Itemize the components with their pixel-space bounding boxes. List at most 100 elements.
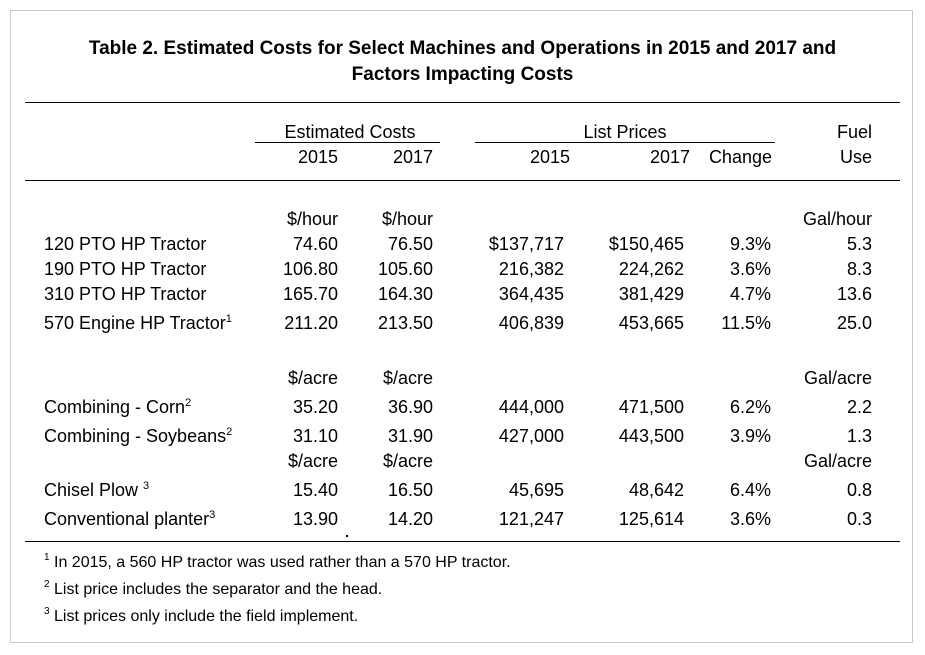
table-row: 190 PTO HP Tractor 106.80 105.60 216,382… xyxy=(0,258,925,280)
unit-combines-cost-2015: $/acre xyxy=(287,368,338,388)
unit-tillage-cost-2017: $/acre xyxy=(382,451,433,471)
cost-2017: 76.50 xyxy=(387,234,433,254)
rule-bottom xyxy=(25,541,900,542)
stray-dot xyxy=(346,535,348,537)
footnote-mark: 1 xyxy=(44,552,50,563)
price-2017: 453,665 xyxy=(618,313,684,333)
unit-tillage-cost-2015: $/acre xyxy=(287,451,338,471)
header-cost-2017: 2017 xyxy=(392,147,433,167)
table-row: Conventional planter3 13.90 14.20 121,24… xyxy=(0,508,925,530)
rule-top xyxy=(25,102,900,103)
row-name: Chisel Plow xyxy=(44,480,144,500)
fuel-use: 13.6 xyxy=(836,284,872,304)
price-2017: 471,500 xyxy=(618,397,684,417)
price-2017: 48,642 xyxy=(628,480,684,500)
row-name: 310 PTO HP Tractor xyxy=(44,284,207,304)
cost-2017: 36.90 xyxy=(387,397,433,417)
row-name: 570 Engine HP Tractor xyxy=(44,313,226,333)
unit-tractors-cost-2015: $/hour xyxy=(286,209,338,229)
table-row: Combining - Corn2 35.20 36.90 444,000 47… xyxy=(0,396,925,418)
cost-2017: 213.50 xyxy=(377,313,433,333)
underline-list-prices xyxy=(475,142,775,143)
price-change: 4.7% xyxy=(729,284,771,304)
row-name: Conventional planter xyxy=(44,509,210,529)
cost-2017: 14.20 xyxy=(387,509,433,529)
cost-2017: 16.50 xyxy=(387,480,433,500)
table-title-line1: Table 2. Estimated Costs for Select Mach… xyxy=(88,38,837,59)
row-name: 190 PTO HP Tractor xyxy=(44,259,207,279)
footnote-ref: 1 xyxy=(225,313,232,325)
header-cost-2015: 2015 xyxy=(297,147,338,167)
price-2017: $150,465 xyxy=(608,234,684,254)
price-2015: 427,000 xyxy=(498,426,564,446)
price-change: 3.6% xyxy=(729,509,771,529)
price-change: 3.6% xyxy=(729,259,771,279)
table-row: 570 Engine HP Tractor1 211.20 213.50 406… xyxy=(0,312,925,334)
header-price-2015: 2015 xyxy=(529,147,570,167)
footnote-3: 3 List prices only include the field imp… xyxy=(44,607,358,627)
cost-2015: 106.80 xyxy=(282,259,338,279)
price-2015: $137,717 xyxy=(488,234,564,254)
footnote-1: 1 In 2015, a 560 HP tractor was used rat… xyxy=(44,553,511,573)
footnote-ref: 2 xyxy=(226,426,233,438)
footnote-text: List price includes the separator and th… xyxy=(49,581,383,598)
price-change: 6.4% xyxy=(729,480,771,500)
cost-2015: 15.40 xyxy=(292,480,338,500)
price-2015: 45,695 xyxy=(508,480,564,500)
price-2017: 125,614 xyxy=(618,509,684,529)
fuel-use: 1.3 xyxy=(846,426,872,446)
rule-header xyxy=(25,180,900,181)
footnote-ref: 3 xyxy=(143,480,150,492)
price-change: 6.2% xyxy=(729,397,771,417)
fuel-use: 2.2 xyxy=(846,397,872,417)
fuel-use: 5.3 xyxy=(846,234,872,254)
price-2017: 381,429 xyxy=(618,284,684,304)
cost-2015: 35.20 xyxy=(292,397,338,417)
table-title-line2: Factors Impacting Costs xyxy=(351,64,574,85)
cost-2015: 211.20 xyxy=(284,313,338,333)
price-2015: 406,839 xyxy=(498,313,564,333)
cost-2015: 13.90 xyxy=(292,509,338,529)
header-fuel: Fuel xyxy=(836,122,872,142)
fuel-use: 25.0 xyxy=(836,313,872,333)
table-row: Chisel Plow 3 15.40 16.50 45,695 48,642 … xyxy=(0,479,925,501)
fuel-use: 8.3 xyxy=(846,259,872,279)
fuel-use: 0.3 xyxy=(846,509,872,529)
unit-combines-fuel: Gal/acre xyxy=(803,368,872,388)
cost-2017: 31.90 xyxy=(387,426,433,446)
footnote-2: 2 List price includes the separator and … xyxy=(44,580,382,600)
price-2017: 443,500 xyxy=(618,426,684,446)
table-row: 120 PTO HP Tractor 74.60 76.50 $137,717 … xyxy=(0,233,925,255)
row-name: Combining - Soybeans xyxy=(44,426,227,446)
price-2015: 444,000 xyxy=(498,397,564,417)
price-change: 9.3% xyxy=(729,234,771,254)
footnote-mark: 2 xyxy=(44,579,50,590)
table-row: Combining - Soybeans2 31.10 31.90 427,00… xyxy=(0,425,925,447)
header-change: Change xyxy=(708,147,772,167)
footnote-ref: 3 xyxy=(209,509,216,521)
cost-2015: 74.60 xyxy=(292,234,338,254)
price-change: 3.9% xyxy=(729,426,771,446)
cost-2015: 31.10 xyxy=(292,426,338,446)
price-2015: 364,435 xyxy=(498,284,564,304)
unit-tractors-fuel: Gal/hour xyxy=(802,209,872,229)
price-2017: 224,262 xyxy=(618,259,684,279)
footnote-ref: 2 xyxy=(185,397,192,409)
header-estimated-costs: Estimated Costs xyxy=(284,122,416,142)
cost-2015: 165.70 xyxy=(282,284,338,304)
fuel-use: 0.8 xyxy=(846,480,872,500)
footnote-text: In 2015, a 560 HP tractor was used rathe… xyxy=(49,554,511,571)
table-row: 310 PTO HP Tractor 165.70 164.30 364,435… xyxy=(0,283,925,305)
cost-2017: 105.60 xyxy=(377,259,433,279)
price-2015: 121,247 xyxy=(498,509,564,529)
price-2015: 216,382 xyxy=(498,259,564,279)
row-name: 120 PTO HP Tractor xyxy=(44,234,207,254)
unit-combines-cost-2017: $/acre xyxy=(382,368,433,388)
footnote-mark: 3 xyxy=(44,606,50,617)
unit-tillage-fuel: Gal/acre xyxy=(803,451,872,471)
table-frame xyxy=(10,10,913,643)
header-price-2017: 2017 xyxy=(649,147,690,167)
underline-estimated-costs xyxy=(255,142,440,143)
header-list-prices: List Prices xyxy=(583,122,667,142)
price-change: 11.5% xyxy=(721,313,771,333)
